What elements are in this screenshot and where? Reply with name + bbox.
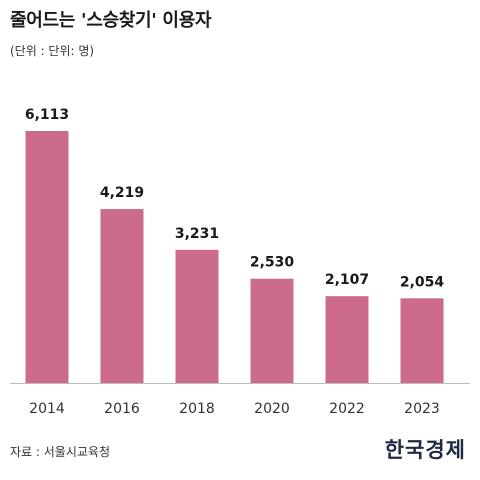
unit-note: (단위 : 단위: 명) (10, 44, 95, 58)
value-label-2020: 2,530 (250, 255, 295, 271)
bars-group (25, 131, 444, 383)
bar-2020 (250, 278, 294, 383)
value-label-2018: 3,231 (175, 226, 219, 242)
chart-title: 줄어드는 '스승찾기' 이용자 (10, 10, 212, 31)
x-tick-label-2014: 2014 (29, 401, 65, 417)
tick-labels-group: 2014 2016 2018 2020 2022 2023 (29, 401, 440, 417)
value-label-2023: 2,054 (400, 274, 445, 290)
x-tick-label-2016: 2016 (104, 401, 140, 417)
x-tick-label-2022: 2022 (329, 401, 365, 417)
source-note: 자료 : 서울시교육청 (10, 445, 110, 459)
x-tick-label-2018: 2018 (179, 401, 215, 417)
bar-2018 (175, 249, 219, 383)
value-label-2022: 2,107 (325, 272, 369, 288)
x-tick-label-2020: 2020 (254, 401, 290, 417)
x-tick-label-2023: 2023 (404, 401, 440, 417)
bar-2022 (325, 296, 369, 383)
publisher-logo: 한국경제 (384, 437, 466, 462)
bar-2014 (25, 131, 69, 383)
value-label-2016: 4,219 (100, 185, 144, 201)
bar-2023 (400, 298, 444, 383)
value-labels-group: 6,113 4,219 3,231 2,530 2,107 2,054 (25, 107, 445, 290)
value-label-2014: 6,113 (25, 107, 69, 123)
bar-2016 (100, 209, 144, 383)
